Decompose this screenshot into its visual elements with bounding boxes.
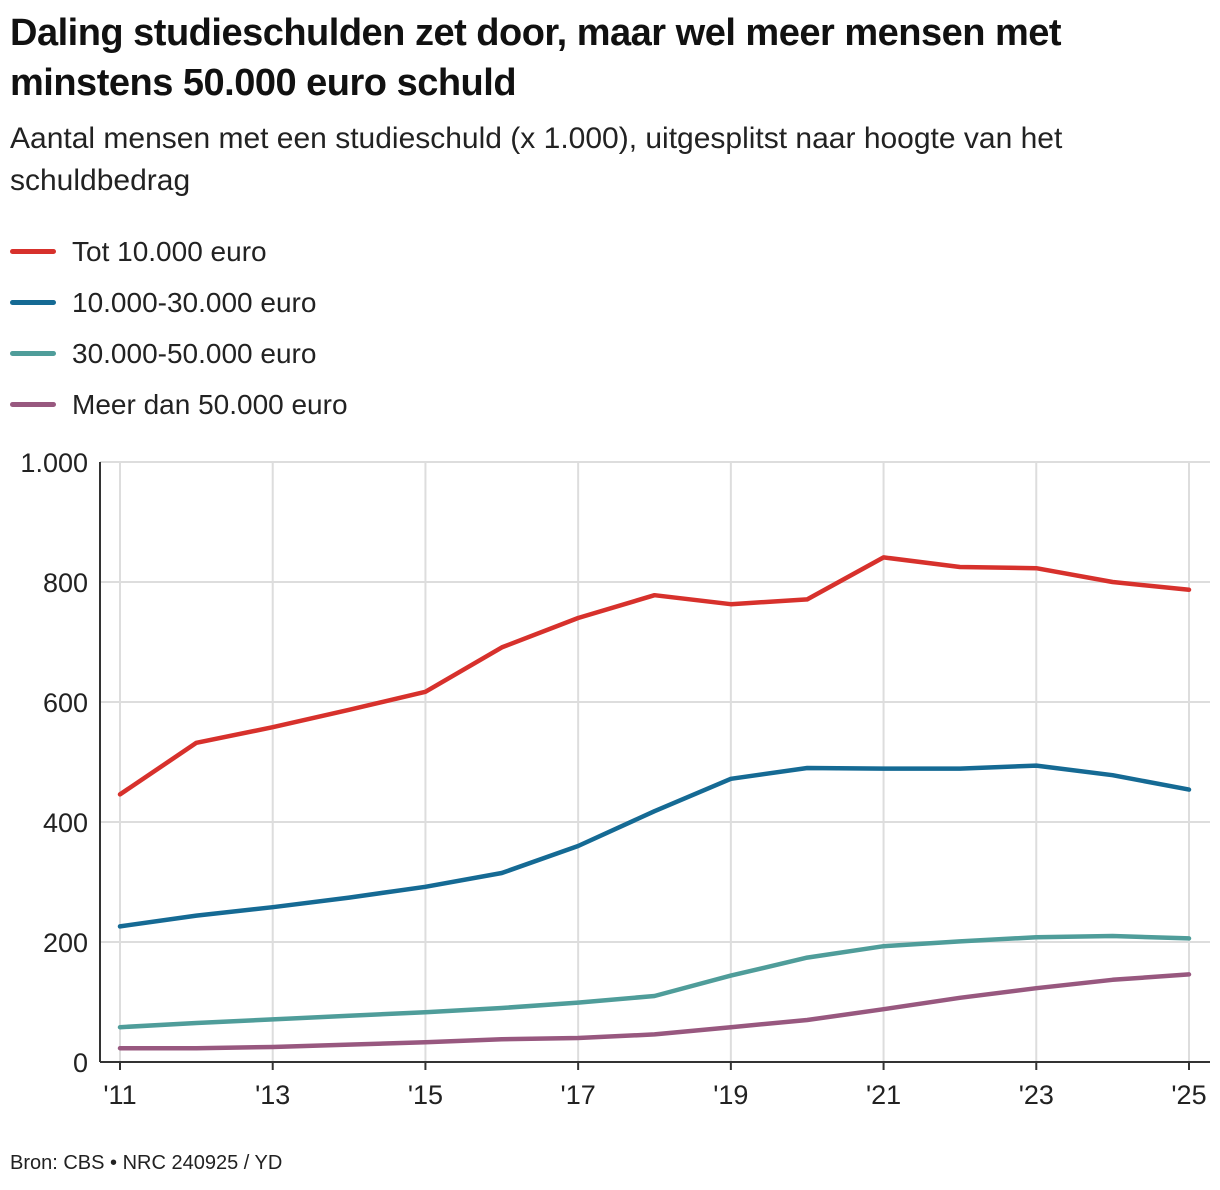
y-tick-label: 800 [43, 568, 88, 598]
source-note: Bron: CBS • NRC 240925 / YD [10, 1152, 283, 1174]
series-lines [117, 555, 1192, 1051]
legend-item: Tot 10.000 euro [10, 226, 348, 277]
axes [99, 462, 1210, 1070]
series-line-3 [117, 972, 1192, 1051]
legend-label: Meer dan 50.000 euro [72, 388, 348, 420]
x-tick-label: '23 [1019, 1080, 1054, 1110]
legend-item: Meer dan 50.000 euro [10, 379, 348, 430]
gridlines [100, 461, 1210, 1062]
series-line-1 [117, 763, 1192, 929]
y-tick-label: 1.000 [20, 448, 88, 478]
series-line-0 [117, 555, 1192, 797]
chart-title: Daling studieschulden zet door, maar wel… [10, 12, 1062, 104]
x-tick-label: '17 [561, 1080, 596, 1110]
x-tick-label: '11 [103, 1080, 136, 1110]
x-tick-label: '19 [713, 1080, 748, 1110]
chart-subtitle: Aantal mensen met een studieschuld (x 1.… [10, 122, 1063, 197]
y-axis-tick-labels: 0 200 400 600 800 1.000 [20, 448, 88, 1078]
x-tick-label: '25 [1171, 1080, 1206, 1110]
x-tick-label: '21 [866, 1080, 901, 1110]
legend: Tot 10.000 euro 10.000-30.000 euro 30.00… [10, 226, 348, 430]
legend-swatch [10, 249, 56, 254]
legend-label: 30.000-50.000 euro [72, 337, 317, 369]
y-tick-label: 0 [73, 1048, 88, 1078]
legend-item: 30.000-50.000 euro [10, 328, 348, 379]
series-line-2 [117, 933, 1192, 1030]
y-tick-label: 400 [43, 808, 88, 838]
legend-label: 10.000-30.000 euro [72, 286, 317, 318]
legend-label: Tot 10.000 euro [72, 235, 267, 267]
legend-swatch [10, 300, 56, 305]
x-axis-tick-labels: '11 '13 '15 '17 '19 '21 '23 '25 [103, 1080, 1206, 1110]
x-tick-label: '13 [255, 1080, 290, 1110]
y-tick-label: 200 [43, 928, 88, 958]
legend-swatch [10, 351, 56, 356]
y-tick-label: 600 [43, 688, 88, 718]
x-tick-label: '15 [408, 1080, 443, 1110]
legend-swatch [10, 402, 56, 407]
line-chart: 0 200 400 600 800 1.000 '11 '13 '15 '17 '19 '21 '23… [20, 448, 1210, 1110]
legend-item: 10.000-30.000 euro [10, 277, 348, 328]
